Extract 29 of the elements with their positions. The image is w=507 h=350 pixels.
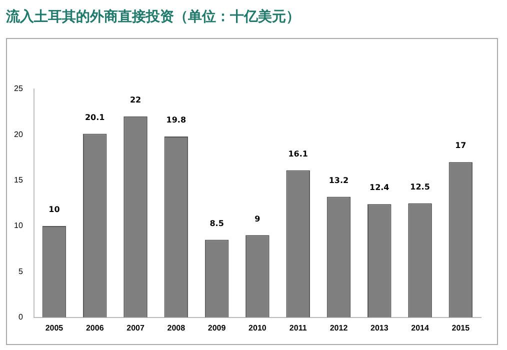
data-label: 12.5 bbox=[410, 182, 430, 192]
y-tick-label: 15 bbox=[14, 176, 24, 185]
data-label: 13.2 bbox=[328, 176, 349, 185]
x-tick-label: 2013 bbox=[370, 323, 389, 332]
data-label: 12.4 bbox=[370, 183, 390, 192]
x-tick-label: 2015 bbox=[452, 323, 470, 332]
x-tick-label: 2012 bbox=[330, 323, 348, 332]
x-tick-label: 2007 bbox=[126, 323, 145, 332]
data-label: 20.1 bbox=[84, 112, 106, 122]
x-tick-label: 2008 bbox=[167, 323, 186, 332]
y-tick-label: 20 bbox=[14, 130, 24, 139]
y-tick-label: 5 bbox=[18, 266, 24, 276]
data-label: 17 bbox=[455, 141, 466, 150]
x-tick-label: 2006 bbox=[86, 323, 104, 332]
data-label: 10 bbox=[48, 205, 60, 214]
data-label: 16.1 bbox=[288, 149, 308, 158]
data-label: 8.5 bbox=[210, 218, 224, 228]
chart-title: 流入土耳其的外商直接投资（单位：十亿美元） bbox=[6, 8, 300, 26]
x-tick-label: 2009 bbox=[208, 323, 226, 332]
y-tick-label: 25 bbox=[14, 84, 24, 94]
x-tick-label: 2005 bbox=[45, 323, 64, 332]
data-label: 9 bbox=[254, 214, 261, 224]
data-label: 19.8 bbox=[166, 116, 186, 125]
data-label: 22 bbox=[130, 95, 142, 104]
y-tick-label: 10 bbox=[14, 221, 24, 230]
x-tick-label: 2014 bbox=[411, 323, 430, 332]
x-tick-label: 2011 bbox=[289, 323, 308, 332]
x-tick-label: 2010 bbox=[248, 323, 267, 332]
y-tick-label: 0 bbox=[18, 312, 24, 322]
